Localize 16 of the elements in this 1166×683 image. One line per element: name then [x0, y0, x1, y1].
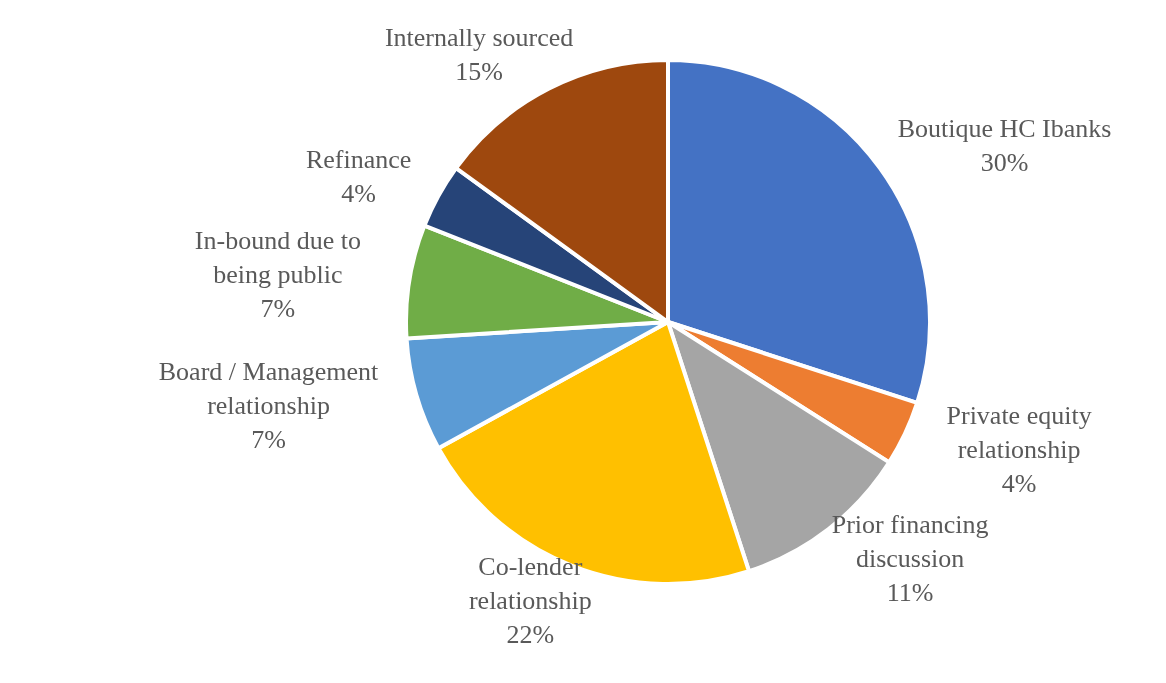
data-label: 15%	[455, 56, 503, 86]
data-label: 22%	[506, 619, 555, 649]
slice-label: Co-lender relationship	[468, 551, 592, 615]
slice-label: Board / Management relationship	[158, 356, 380, 420]
slice-label: Prior financing discussion	[831, 510, 989, 574]
slice-label: Private equity relationship	[946, 400, 1092, 464]
data-label: 4%	[1001, 468, 1037, 498]
slice-label: In-bound due to being public	[194, 226, 361, 290]
slice-label: Internally sourced	[384, 22, 574, 52]
slice-label: Refinance	[305, 145, 412, 175]
slice-label: Boutique HC Ibanks	[897, 113, 1112, 143]
data-label: 30%	[980, 147, 1029, 177]
data-label: 11%	[886, 578, 934, 608]
data-label: 7%	[260, 294, 296, 324]
data-label: 4%	[341, 179, 376, 209]
data-label: 7%	[251, 424, 286, 454]
